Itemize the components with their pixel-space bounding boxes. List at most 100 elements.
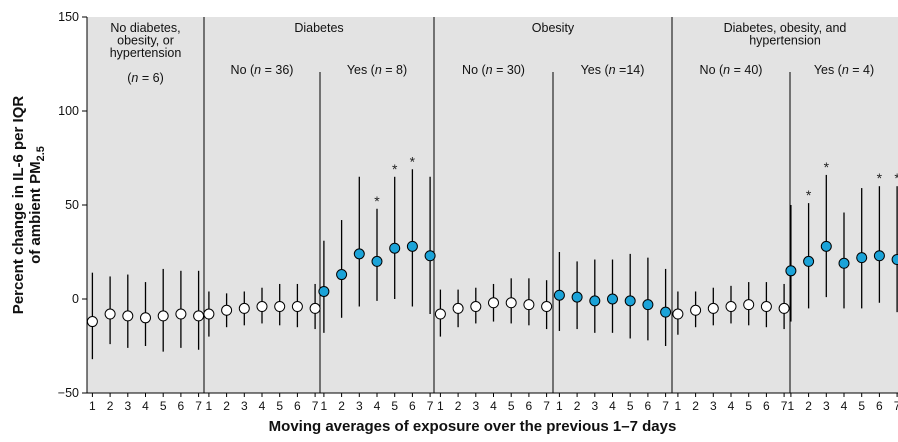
subgroup-label-part: n — [609, 63, 616, 77]
data-point — [86, 316, 98, 328]
x-tick-label: 4 — [374, 399, 381, 413]
data-point — [541, 301, 553, 313]
data-point — [424, 250, 436, 262]
x-tick-label: 3 — [241, 399, 248, 413]
subgroup-label: Yes (n = 8) — [347, 63, 407, 77]
x-tick-label: 2 — [223, 399, 230, 413]
x-tick-label: 3 — [124, 399, 131, 413]
subgroup-label-part: No ( — [700, 63, 724, 77]
subgroup-label-part: n — [375, 63, 382, 77]
data-point — [505, 297, 517, 309]
data-point — [523, 299, 535, 311]
x-tick-label: 2 — [107, 399, 114, 413]
x-tick-label: 5 — [627, 399, 634, 413]
data-point — [660, 306, 672, 318]
data-point — [760, 301, 772, 313]
subgroup-label: No (n = 40) — [700, 63, 763, 77]
x-tick-label: 5 — [745, 399, 752, 413]
y-tick-label: 0 — [72, 292, 79, 306]
data-point — [221, 304, 233, 316]
data-point — [820, 240, 832, 252]
data-point — [873, 250, 885, 262]
x-tick-label: 1 — [788, 399, 795, 413]
x-tick-label: 5 — [391, 399, 398, 413]
x-tick-label: 3 — [591, 399, 598, 413]
significance-marker: * — [894, 170, 898, 186]
data-point — [553, 289, 565, 301]
x-tick-label: 1 — [675, 399, 682, 413]
data-point — [256, 301, 268, 313]
data-point — [470, 301, 482, 313]
significance-marker: * — [877, 170, 883, 186]
data-point — [371, 255, 383, 267]
data-point — [856, 252, 868, 264]
data-point — [122, 310, 134, 322]
x-tick-label: 6 — [876, 399, 883, 413]
data-point — [785, 265, 797, 277]
group-title-line: hypertension — [749, 34, 821, 48]
x-tick-label: 6 — [294, 399, 301, 413]
significance-marker: * — [806, 187, 812, 203]
x-tick-label: 5 — [276, 399, 283, 413]
data-point — [336, 269, 348, 281]
x-tick-label: 6 — [409, 399, 416, 413]
significance-marker: * — [374, 193, 380, 209]
x-tick-label: 1 — [206, 399, 213, 413]
subgroup-label-part: n — [723, 63, 730, 77]
x-tick-label: 3 — [356, 399, 363, 413]
x-tick-label: 7 — [543, 399, 550, 413]
data-point — [309, 302, 321, 314]
subgroup-label-part: = 6) — [138, 71, 163, 85]
y-tick-label: 100 — [58, 104, 79, 118]
x-tick-label: 3 — [823, 399, 830, 413]
data-point — [624, 295, 636, 307]
group-title-line: obesity, or — [117, 34, 174, 48]
x-tick-label: 3 — [710, 399, 717, 413]
data-point — [175, 308, 187, 320]
plot-background — [87, 17, 898, 393]
data-point — [707, 302, 719, 314]
subgroup-label: Yes (n =14) — [581, 63, 645, 77]
subgroup-label-part: n — [486, 63, 493, 77]
x-tick-label: 7 — [662, 399, 669, 413]
subgroup-dividers — [319, 72, 791, 393]
data-point — [238, 302, 250, 314]
significance-marker: * — [410, 153, 416, 169]
data-point — [203, 308, 215, 320]
group-title-line: Diabetes — [294, 21, 343, 35]
group-title-line: Obesity — [532, 21, 575, 35]
subgroup-label-part: No ( — [462, 63, 486, 77]
subgroup-label-part: = 40) — [730, 63, 762, 77]
subgroup-label-part: ( — [127, 71, 132, 85]
subgroup-label-part: n — [842, 63, 849, 77]
x-tick-label: 1 — [89, 399, 96, 413]
data-point — [607, 293, 618, 305]
subgroup-label-part: = 4) — [849, 63, 874, 77]
data-point — [690, 304, 702, 316]
data-point — [318, 285, 330, 297]
x-tick-label: 7 — [781, 399, 788, 413]
group-titles: No diabetes,obesity, orhypertensionDiabe… — [110, 21, 847, 60]
data-point — [389, 242, 401, 254]
data-point — [434, 308, 446, 320]
x-tick-label: 4 — [609, 399, 616, 413]
x-tick-label: 4 — [841, 399, 848, 413]
x-tick-label: 7 — [312, 399, 319, 413]
x-tick-label: 1 — [437, 399, 444, 413]
x-tick-label: 3 — [472, 399, 479, 413]
subgroup-label: No (n = 36) — [231, 63, 294, 77]
subgroup-label-part: = 30) — [493, 63, 525, 77]
data-point — [571, 291, 583, 303]
data-point — [725, 301, 737, 313]
subgroup-label: Yes (n = 4) — [814, 63, 874, 77]
significance-markers: * * * * * * * — [374, 153, 898, 208]
x-tick-label: 7 — [894, 399, 898, 413]
x-tick-label: 1 — [556, 399, 563, 413]
data-point — [743, 299, 755, 311]
subgroup-label-part: Yes ( — [347, 63, 376, 77]
data-point — [353, 248, 365, 260]
x-tick-label: 4 — [728, 399, 735, 413]
data-point — [140, 312, 151, 324]
x-tick-label: 7 — [195, 399, 202, 413]
